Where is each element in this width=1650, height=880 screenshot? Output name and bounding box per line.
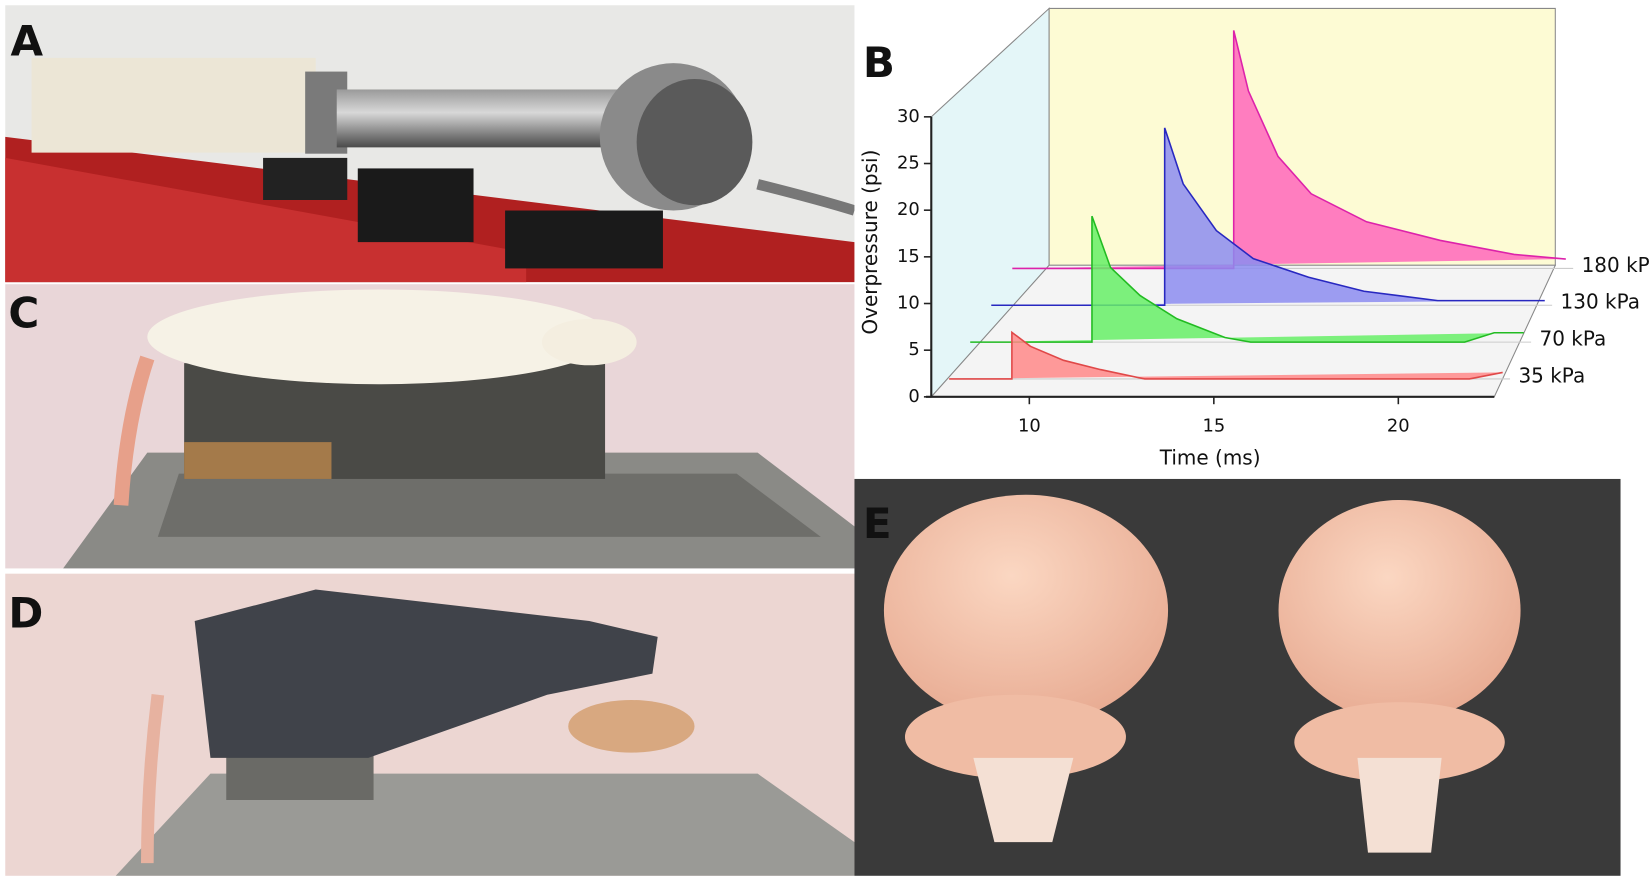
photo-d <box>5 573 855 876</box>
panel-label: C <box>8 288 39 337</box>
legend-label: 70 kPa <box>1540 326 1607 350</box>
x-axis-label: Time (ms) <box>1159 445 1261 469</box>
panel-label: B <box>863 38 895 87</box>
y-tick-label: 30 <box>897 106 920 127</box>
y-tick-label: 0 <box>908 386 919 407</box>
y-tick-label: 10 <box>897 293 920 314</box>
y-axis-label: Overpressure (psi) <box>858 150 882 335</box>
x-tick-label: 15 <box>1202 415 1225 436</box>
x-tick-label: 20 <box>1387 415 1410 436</box>
waveform <box>991 127 1545 307</box>
legend-label: 130 kPa <box>1561 290 1640 314</box>
legend-label: 35 kPa <box>1518 363 1585 387</box>
waveform <box>1012 30 1566 270</box>
waveform <box>970 215 1524 343</box>
photo-e <box>854 478 1621 876</box>
panel-label: A <box>11 17 44 66</box>
photo-c <box>5 284 855 569</box>
photo-a <box>5 5 857 283</box>
panel-label: D <box>8 588 43 637</box>
y-tick-label: 15 <box>897 246 920 267</box>
y-tick-label: 5 <box>908 339 919 360</box>
legend-label: 180 kPa <box>1582 253 1650 277</box>
chart: 0 5 10 15 20 25 30 10 15 20 Time (ms) Overpressure … <box>858 7 1650 469</box>
y-tick-label: 20 <box>897 199 920 220</box>
panel-label: E <box>863 499 892 548</box>
y-tick-label: 25 <box>897 153 920 174</box>
x-tick-label: 10 <box>1018 415 1041 436</box>
waveform <box>949 330 1503 380</box>
